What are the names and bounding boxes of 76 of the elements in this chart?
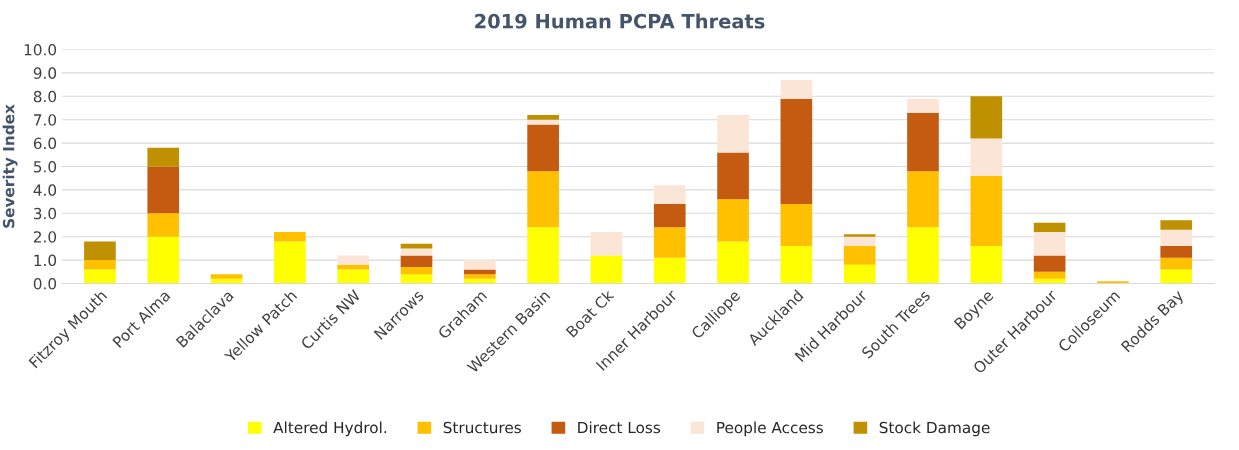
bar: [84, 241, 116, 261]
legend-label: People Access: [717, 421, 823, 437]
bar: [1033, 232, 1066, 256]
bar: [717, 115, 749, 153]
y-tick-label: 0.0: [33, 277, 57, 290]
bar: [907, 112, 939, 172]
y-tick-label: 6.0: [33, 137, 57, 150]
bar: [907, 171, 939, 228]
y-tick-label: 3.0: [33, 207, 57, 220]
legend-label: Altered Hydrol.: [273, 421, 387, 437]
legend-label: Structures: [443, 421, 521, 434]
bar: [907, 227, 939, 284]
chart-title: 2019 Human PCPA Threats: [475, 13, 765, 29]
bar: [527, 124, 559, 172]
bar: [1033, 222, 1066, 233]
bar: [274, 241, 306, 284]
bar: [147, 166, 180, 214]
bar: [843, 236, 876, 247]
bar: [400, 267, 433, 275]
bar: [717, 241, 749, 284]
bar: [970, 138, 1003, 176]
y-tick-label: 10.0: [24, 43, 57, 56]
bar: [907, 98, 939, 113]
bar: [147, 236, 180, 284]
y-tick-label: 4.0: [33, 184, 57, 196]
bar: [590, 232, 623, 256]
bar: [1033, 271, 1066, 279]
bar: [780, 79, 813, 99]
bar: [463, 269, 496, 275]
bar: [210, 274, 243, 279]
y-tick-label: 5.0: [33, 160, 57, 173]
bar: [274, 232, 306, 242]
bar: [147, 147, 180, 167]
bar: [717, 199, 749, 242]
bar: [84, 269, 116, 284]
bar: [463, 274, 496, 279]
bar: [527, 115, 559, 120]
bar: [1160, 246, 1193, 258]
bar: [653, 185, 686, 204]
bar: [590, 255, 623, 284]
bar: [780, 98, 813, 204]
bar: [1160, 257, 1193, 270]
bar: [1160, 269, 1193, 284]
bar: [84, 260, 116, 270]
bar: [400, 255, 433, 268]
bar: [400, 248, 433, 256]
legend-label: Direct Loss: [578, 421, 661, 434]
bar: [843, 234, 876, 237]
y-tick-label: 7.0: [34, 114, 57, 126]
bar: [337, 269, 370, 284]
bar: [527, 171, 559, 228]
legend-label: Stock Damage: [879, 421, 990, 437]
bar: [717, 152, 749, 200]
y-tick-label: 1.0: [34, 254, 57, 267]
bar: [970, 246, 1003, 284]
bar: [653, 227, 686, 258]
bar: [780, 203, 813, 247]
bar: [1033, 255, 1066, 272]
y-tick-label: 8.0: [33, 90, 57, 103]
bar: [653, 203, 686, 228]
bar: [527, 227, 559, 284]
y-tick-label: 9.0: [33, 67, 57, 79]
bar: [337, 255, 370, 265]
bar: [970, 96, 1003, 139]
bar: [1160, 220, 1193, 230]
bar: [970, 175, 1003, 247]
bar: [780, 246, 813, 284]
y-axis-title: Severity Index: [2, 104, 18, 228]
bar: [843, 264, 876, 284]
bar: [653, 257, 686, 284]
bar: [1160, 229, 1193, 247]
y-tick-label: 2.0: [33, 231, 57, 243]
bar: [147, 213, 180, 237]
bar: [400, 274, 433, 284]
bar: [463, 260, 496, 270]
bar: [843, 246, 876, 265]
